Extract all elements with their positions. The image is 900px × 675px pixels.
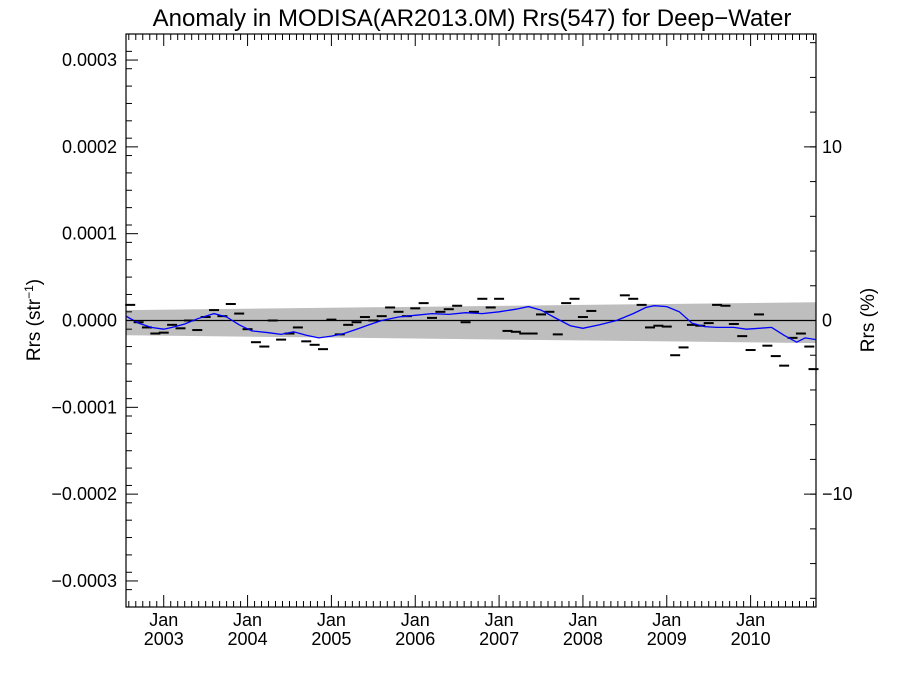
y-tick-label: 0.0001	[62, 224, 117, 244]
y-axis-label-left-close: )	[24, 279, 45, 285]
y2-tick-label: −10	[822, 484, 853, 504]
y-axis-label-left-sup: −1	[22, 285, 36, 299]
y2-tick-label: 10	[822, 137, 842, 157]
axes: −0.0003 −0.0002 −0.0001 0.0000 0.0001 0.0002 0…	[51, 33, 853, 649]
x-tick-label-month: Jan	[568, 610, 597, 630]
x-tick-label-year: 2006	[395, 629, 435, 649]
smoothed-series-line	[125, 305, 817, 343]
chart-title: Anomaly in MODISA(AR2013.0M) Rrs(547) fo…	[153, 5, 792, 32]
x-tick-label-year: 2004	[228, 629, 268, 649]
x-tick-label-year: 2007	[479, 629, 519, 649]
x-tick-label-month: Jan	[401, 610, 430, 630]
y-axis-label-left-text: Rrs (str	[24, 298, 45, 361]
x-tick-label-year: 2005	[311, 629, 351, 649]
y-tick-label: −0.0001	[51, 397, 117, 417]
y-tick-label: 0.0002	[62, 137, 117, 157]
x-tick-label-year: 2003	[144, 629, 184, 649]
x-tick-label-month: Jan	[485, 610, 514, 630]
y2-tick-label: 0	[822, 311, 832, 331]
y-tick-label: −0.0002	[51, 484, 117, 504]
x-tick-label-month: Jan	[233, 610, 262, 630]
y-tick-label: −0.0003	[51, 571, 117, 591]
x-tick-label-month: Jan	[736, 610, 765, 630]
x-tick-label-month: Jan	[317, 610, 346, 630]
plot-area	[125, 294, 819, 371]
x-tick-label-month: Jan	[652, 610, 681, 630]
y-axis-label-left: Rrs (str−1)	[22, 279, 45, 361]
y-tick-label: 0.0000	[62, 311, 117, 331]
y-axis-label-right: Rrs (%)	[858, 288, 879, 352]
x-tick-label-year: 2010	[731, 629, 771, 649]
x-tick-label-year: 2008	[563, 629, 603, 649]
x-tick-label-month: Jan	[149, 610, 178, 630]
y-tick-label: 0.0003	[62, 50, 117, 70]
x-tick-label-year: 2009	[647, 629, 687, 649]
